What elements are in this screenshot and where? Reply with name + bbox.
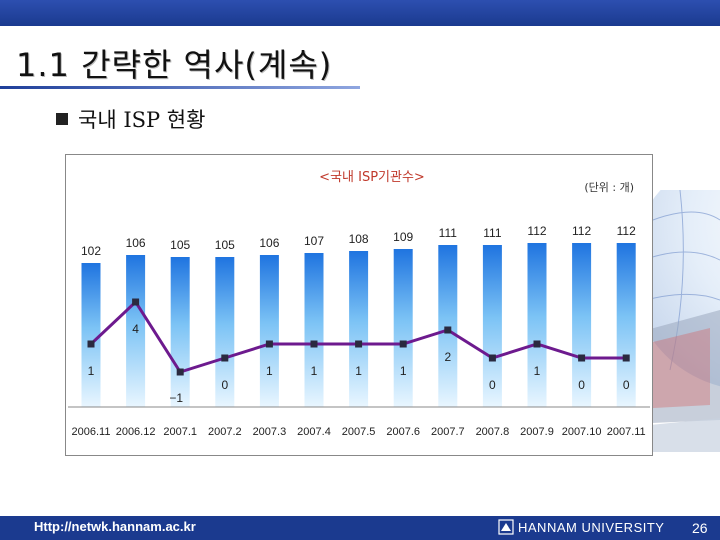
x-tick-label: 2007.3 — [253, 426, 287, 438]
bar-value-label: 112 — [572, 224, 591, 238]
x-tick-label: 2007.7 — [431, 426, 465, 438]
bar-value-label: 106 — [259, 236, 279, 250]
delta-value-label: 1 — [266, 364, 273, 378]
x-tick-label: 2007.4 — [297, 426, 331, 438]
delta-point-2007.10 — [578, 354, 586, 362]
delta-point-2007.5 — [355, 340, 363, 348]
delta-value-label: 0 — [489, 378, 496, 392]
delta-value-label: 1 — [400, 364, 407, 378]
x-tick-label: 2007.5 — [342, 426, 376, 438]
x-tick-label: 2006.11 — [72, 426, 111, 438]
university-logo-icon — [498, 519, 514, 535]
page-title: 1.1 간략한 역사(계속) — [16, 46, 333, 84]
chart-title: <국내 ISP기관수> — [319, 170, 425, 185]
delta-point-2007.6 — [399, 340, 407, 348]
delta-value-label: 1 — [88, 364, 95, 378]
bar-value-label: 106 — [126, 236, 146, 250]
bar-2007.8 — [482, 245, 502, 407]
delta-value-label: 4 — [132, 322, 139, 336]
bar-2006.11 — [81, 263, 101, 407]
bar-value-label: 105 — [170, 238, 190, 252]
title-underline — [0, 86, 360, 89]
delta-point-2006.11 — [87, 340, 95, 348]
bar-value-label: 105 — [215, 238, 235, 252]
delta-value-label: 1 — [311, 364, 318, 378]
bullet-text: 국내 ISP 현황 — [78, 108, 206, 132]
delta-value-label: 1 — [355, 364, 362, 378]
bar-2007.7 — [438, 245, 458, 407]
bar-2007.3 — [259, 255, 279, 407]
delta-value-label: 0 — [221, 378, 228, 392]
delta-point-2007.7 — [444, 326, 452, 334]
delta-point-2007.4 — [310, 340, 318, 348]
square-bullet-icon — [56, 113, 68, 125]
x-tick-label: 2007.11 — [607, 426, 646, 438]
x-tick-label: 2007.2 — [208, 426, 242, 438]
bar-2007.6 — [393, 249, 413, 407]
bar-2007.5 — [349, 251, 369, 407]
x-tick-label: 2007.1 — [163, 426, 197, 438]
delta-point-2007.11 — [622, 354, 630, 362]
bar-2007.10 — [572, 243, 592, 407]
isp-chart: <국내 ISP기관수> (단위 : 개) 102 106 105 105 106 107 1… — [65, 154, 653, 456]
delta-point-2007.9 — [533, 340, 541, 348]
bar-value-label: 102 — [81, 244, 101, 258]
bar-2007.2 — [215, 257, 235, 407]
delta-point-2007.2 — [221, 354, 229, 362]
bar-value-label: 112 — [527, 224, 546, 238]
footer-university: HANNAM UNIVERSITY — [518, 520, 665, 535]
bullet-item: 국내 ISP 현황 — [56, 104, 205, 134]
bar-value-label: 107 — [304, 234, 324, 248]
bar-value-label: 112 — [617, 224, 636, 238]
x-tick-label: 2007.10 — [562, 426, 602, 438]
x-tick-label: 2007.9 — [520, 426, 554, 438]
x-tick-label: 2007.8 — [476, 426, 510, 438]
delta-point-2007.1 — [176, 368, 184, 376]
chart-unit-label: (단위 : 개) — [584, 181, 634, 194]
footer-url[interactable]: Http://netwk.hannam.ac.kr — [34, 519, 196, 534]
delta-value-label: 1 — [534, 364, 541, 378]
delta-point-2007.8 — [488, 354, 496, 362]
delta-value-label: 0 — [578, 378, 585, 392]
footer-bar — [0, 516, 720, 540]
bar-value-label: 111 — [483, 226, 502, 240]
bar-value-label: 109 — [393, 230, 413, 244]
bar-2007.4 — [304, 253, 324, 407]
delta-value-label: 0 — [623, 378, 630, 392]
delta-point-2007.3 — [265, 340, 273, 348]
bar-2007.11 — [616, 243, 636, 407]
bar-2007.1 — [170, 257, 190, 407]
x-tick-label: 2007.6 — [386, 426, 420, 438]
bar-value-label: 111 — [439, 226, 458, 240]
bar-2006.12 — [126, 255, 146, 407]
page-number: 26 — [692, 520, 708, 536]
delta-value-label: 2 — [444, 350, 451, 364]
delta-point-2006.12 — [132, 298, 140, 306]
delta-value-label: −1 — [169, 391, 183, 405]
bar-2007.9 — [527, 243, 547, 407]
header-bar — [0, 0, 720, 26]
x-tick-label: 2006.12 — [116, 426, 156, 438]
bar-value-label: 108 — [349, 232, 369, 246]
